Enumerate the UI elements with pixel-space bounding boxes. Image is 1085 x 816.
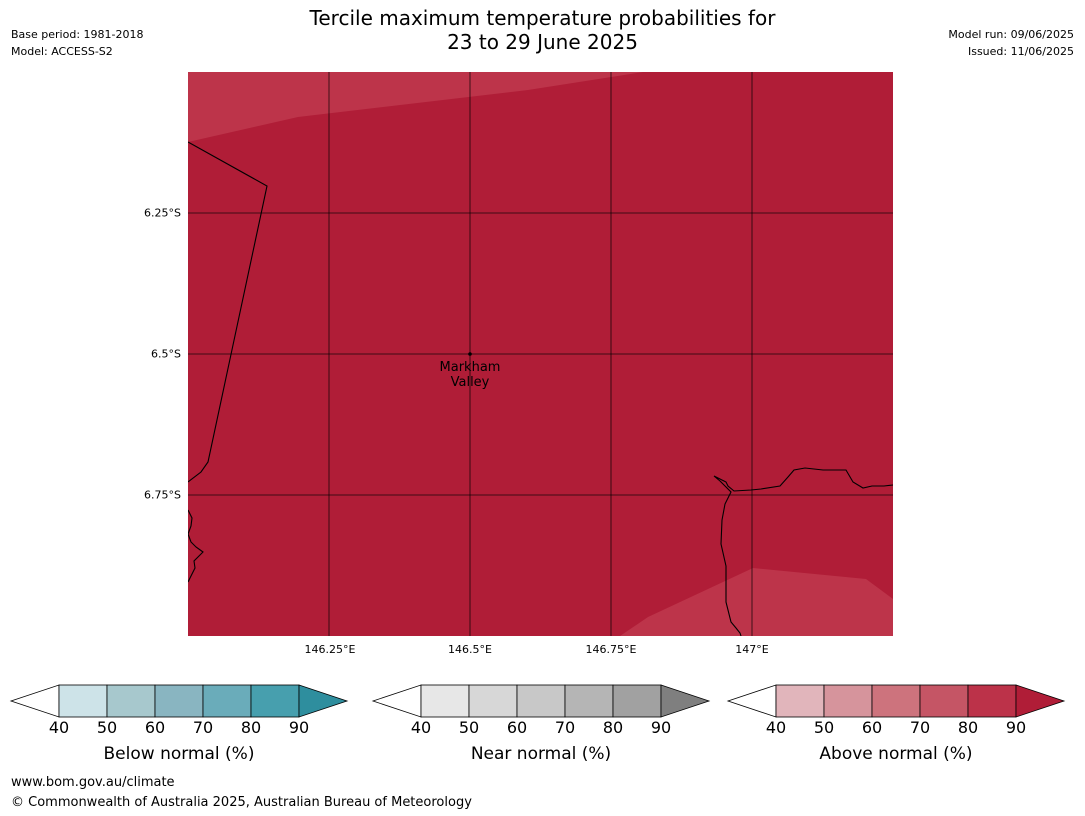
title-line-1: Tercile maximum temperature probabilitie…: [309, 6, 776, 30]
colorbar-below-tick-60: 60: [144, 718, 166, 737]
colorbar-above-tick-80: 80: [957, 718, 979, 737]
colorbar-near-seg-60-70: [516, 684, 566, 718]
colorbar-above-tick-70: 70: [909, 718, 931, 737]
place-label-line-2: Valley: [450, 375, 490, 390]
colorbar-above-tick-90: 90: [1005, 718, 1027, 737]
place-label-markham-valley: Markham Valley: [420, 360, 520, 390]
probability-area-bottom-right: [620, 568, 893, 636]
colorbar-near-seg-70-80: [564, 684, 614, 718]
colorbar-near-seg-50-60: [468, 684, 518, 718]
chart-title: Tercile maximum temperature probabilitie…: [0, 6, 1085, 54]
western-boundary: [188, 141, 268, 483]
colorbar-below-tick-40: 40: [48, 718, 70, 737]
model-run-text: Model run: 09/06/2025: [948, 28, 1074, 41]
colorbar-below-seg-50-60: [106, 684, 156, 718]
colorbar-below-seg-70-80: [202, 684, 252, 718]
colorbar-near: [371, 684, 711, 718]
colorbar-near-seg-80-90: [612, 684, 662, 718]
colorbar-above-seg-40-50: [775, 684, 825, 718]
map-svg[interactable]: [188, 72, 893, 636]
place-label-line-1: Markham: [439, 360, 501, 375]
colorbar-below: [9, 684, 349, 718]
colorbar-near-ticks: 40 50 60 70 80 90: [371, 719, 711, 737]
lon-label-146.75: 146.75°E: [585, 643, 637, 656]
legend-above-title: Above normal (%): [819, 744, 973, 764]
colorbar-below-tick-50: 50: [96, 718, 118, 737]
legend-below-normal: 40 50 60 70 80 90 Below normal (%): [9, 684, 349, 764]
colorbar-above-over: [1015, 684, 1066, 718]
lon-label-146.25: 146.25°E: [304, 643, 356, 656]
eastern-coastline: [713, 467, 893, 636]
legend-below-title: Below normal (%): [103, 744, 255, 764]
meta-right: Model run: 09/06/2025 Issued: 11/06/2025: [948, 26, 1074, 60]
western-coastline: [188, 509, 204, 583]
colorbar-above-ticks: 40 50 60 70 80 90: [726, 719, 1066, 737]
colorbar-above-seg-80-90: [967, 684, 1017, 718]
legend-near-title: Near normal (%): [470, 744, 612, 764]
colorbar-above-seg-60-70: [871, 684, 921, 718]
colorbar-below-under: [9, 684, 60, 718]
colorbar-below-tick-70: 70: [192, 718, 214, 737]
colorbar-near-tick-60: 60: [506, 718, 528, 737]
lat-label-6.25: 6.25°S: [144, 206, 181, 220]
colorbar-above: [726, 684, 1066, 718]
lon-label-146.5: 146.5°E: [448, 643, 492, 656]
colorbar-near-tick-70: 70: [554, 718, 576, 737]
colorbar-near-seg-40-50: [420, 684, 470, 718]
meta-left: Base period: 1981-2018 Model: ACCESS-S2: [11, 26, 143, 60]
footer-copyright: © Commonwealth of Australia 2025, Austra…: [11, 795, 472, 810]
colorbar-above-tick-60: 60: [861, 718, 883, 737]
legend-near-normal: 40 50 60 70 80 90 Near normal (%): [371, 684, 711, 764]
colorbar-below-seg-60-70: [154, 684, 204, 718]
colorbar-below-seg-40-50: [58, 684, 108, 718]
base-period-text: Base period: 1981-2018: [11, 28, 144, 41]
colorbar-above-tick-50: 50: [813, 718, 835, 737]
map-panel[interactable]: [188, 72, 893, 636]
footer-url[interactable]: www.bom.gov.au/climate: [11, 775, 175, 790]
lat-label-6.5: 6.5°S: [151, 347, 181, 361]
issued-text: Issued: 11/06/2025: [967, 45, 1074, 58]
colorbar-below-over: [298, 684, 349, 718]
title-line-2: 23 to 29 June 2025: [447, 30, 638, 54]
colorbar-near-tick-90: 90: [650, 718, 672, 737]
probability-area-top: [188, 72, 643, 142]
lat-label-6.75: 6.75°S: [144, 488, 181, 502]
colorbar-near-under: [371, 684, 422, 718]
colorbar-above-under: [726, 684, 777, 718]
markham-valley-marker[interactable]: [468, 352, 472, 356]
colorbar-below-seg-80-90: [250, 684, 300, 718]
graticule: [188, 72, 893, 636]
lon-label-147: 147°E: [735, 643, 769, 656]
colorbar-near-tick-40: 40: [410, 718, 432, 737]
boundaries: [188, 141, 893, 636]
legend-above-normal: 40 50 60 70 80 90 Above normal (%): [726, 684, 1066, 764]
colorbar-below-tick-80: 80: [240, 718, 262, 737]
colorbar-near-tick-50: 50: [458, 718, 480, 737]
colorbar-above-seg-70-80: [919, 684, 969, 718]
colorbar-above-tick-40: 40: [765, 718, 787, 737]
model-text: Model: ACCESS-S2: [11, 45, 113, 58]
colorbar-above-seg-50-60: [823, 684, 873, 718]
colorbar-near-over: [660, 684, 711, 718]
colorbar-near-tick-80: 80: [602, 718, 624, 737]
colorbar-below-tick-90: 90: [288, 718, 310, 737]
colorbar-below-ticks: 40 50 60 70 80 90: [9, 719, 349, 737]
